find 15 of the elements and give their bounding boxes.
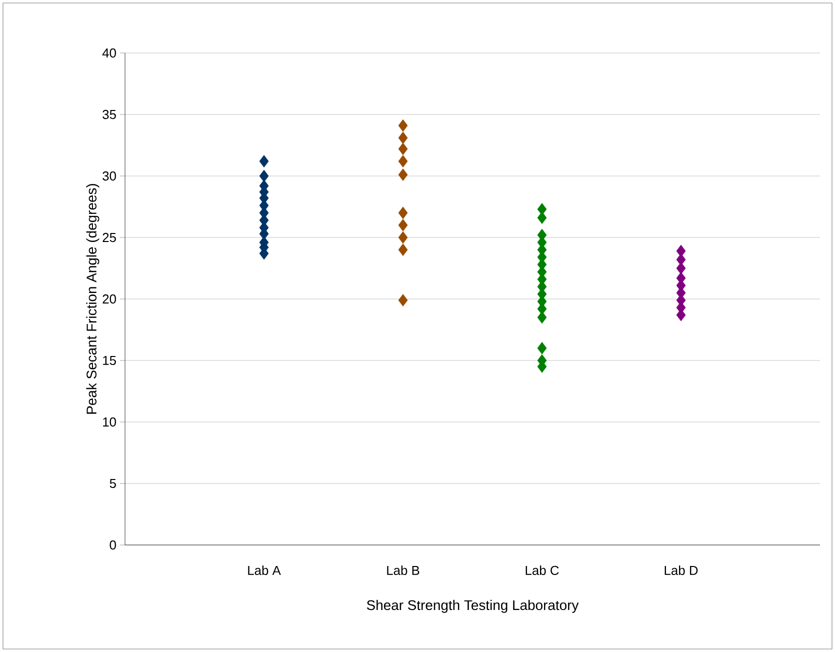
y-tick-label: 30 [102,171,116,181]
y-tick-label: 40 [102,48,116,58]
x-axis-title: Shear Strength Testing Laboratory [366,600,579,613]
y-axis-title: Peak Secant Friction Angle (degrees) [86,184,100,414]
y-tick-label: 10 [103,417,116,427]
y-tick-label: 20 [102,294,116,304]
x-tick-label: Lab A [248,566,281,576]
y-tick-label: 5 [110,478,116,488]
y-tick-label: 35 [102,110,116,120]
x-tick-label: Lab B [387,566,420,576]
y-tick-label: 25 [102,232,116,242]
y-tick-label: 0 [110,540,116,550]
y-tick-label: 15 [103,356,116,366]
x-tick-label: Lab D [664,566,698,576]
x-tick-label: Lab C [526,566,559,576]
